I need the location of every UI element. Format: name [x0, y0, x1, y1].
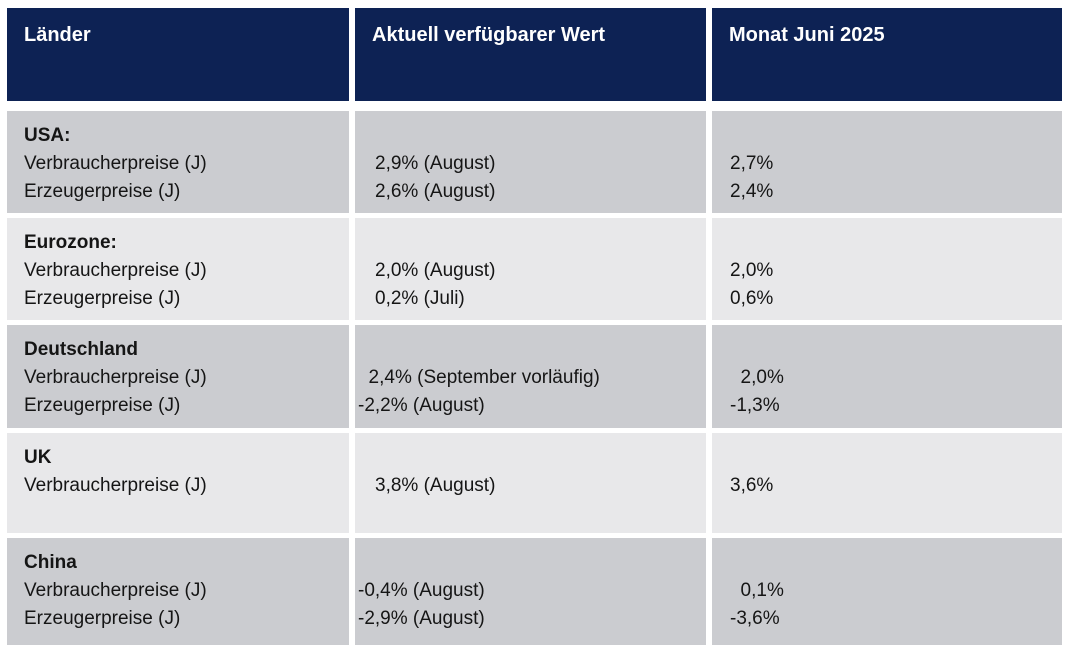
- spacer-line: [358, 549, 706, 577]
- value-line: 2,9% (August): [375, 153, 496, 174]
- spacer-line: [375, 229, 706, 257]
- header-cell-monat-juni: Monat Juni 2025: [712, 8, 1062, 101]
- value-line: 2,0% (August): [375, 260, 496, 281]
- value-line: 2,7%: [730, 153, 774, 174]
- value-line: 2,4% (September vorläufig): [358, 367, 600, 388]
- inflation-table: Länder Aktuell verfügbarer Wert Monat Ju…: [7, 8, 1062, 645]
- country-label: China: [24, 552, 77, 573]
- country-cell: Eurozone: Verbraucherpreise (J) Erzeuger…: [7, 218, 349, 320]
- metric-label: Verbraucherpreise (J): [24, 260, 207, 281]
- metric-label: [24, 500, 349, 528]
- country-cell: USA: Verbraucherpreise (J) Erzeugerpreis…: [7, 111, 349, 213]
- country-label: Eurozone:: [24, 232, 117, 253]
- spacer-line: [375, 444, 706, 472]
- value-line: 2,4%: [730, 181, 774, 202]
- spacer-line: [730, 122, 1062, 150]
- spacer-line: [358, 336, 706, 364]
- header-cell-aktueller-wert: Aktuell verfügbarer Wert: [355, 8, 706, 101]
- country-label: UK: [24, 447, 52, 468]
- spacer-line: [730, 549, 1062, 577]
- value-line: 2,6% (August): [375, 181, 496, 202]
- table-row-usa: USA: Verbraucherpreise (J) Erzeugerpreis…: [7, 111, 1062, 213]
- current-value-cell: 2,0% (August) 0,2% (Juli): [355, 218, 706, 320]
- june-value-cell: 2,0% -1,3%: [712, 325, 1062, 428]
- table-header-row: Länder Aktuell verfügbarer Wert Monat Ju…: [7, 8, 1062, 101]
- spacer-line: [730, 336, 1062, 364]
- value-line: [730, 500, 1062, 528]
- metric-label: Verbraucherpreise (J): [24, 153, 207, 174]
- value-line: -0,4% (August): [358, 580, 485, 601]
- value-line: 2,0%: [730, 260, 774, 281]
- metric-label: Verbraucherpreise (J): [24, 475, 207, 496]
- spacer-line: [730, 229, 1062, 257]
- header-cell-laender: Länder: [7, 8, 349, 101]
- table-row-eurozone: Eurozone: Verbraucherpreise (J) Erzeuger…: [7, 218, 1062, 320]
- country-cell: Deutschland Verbraucherpreise (J) Erzeug…: [7, 325, 349, 428]
- metric-label: Erzeugerpreise (J): [24, 395, 181, 416]
- value-line: 3,8% (August): [375, 475, 496, 496]
- current-value-cell: 3,8% (August): [355, 433, 706, 533]
- metric-label: Verbraucherpreise (J): [24, 367, 207, 388]
- country-label: Deutschland: [24, 339, 139, 360]
- table-row-deutschland: Deutschland Verbraucherpreise (J) Erzeug…: [7, 325, 1062, 428]
- value-line: 0,2% (Juli): [375, 288, 465, 309]
- table-row-china: China Verbraucherpreise (J) Erzeugerprei…: [7, 538, 1062, 645]
- value-line: 0,6%: [730, 288, 774, 309]
- value-line: -2,2% (August): [358, 395, 485, 416]
- june-value-cell: 2,7% 2,4%: [712, 111, 1062, 213]
- metric-label: Erzeugerpreise (J): [24, 608, 181, 629]
- value-line: -1,3%: [730, 395, 780, 416]
- june-value-cell: 2,0% 0,6%: [712, 218, 1062, 320]
- value-line: -2,9% (August): [358, 608, 485, 629]
- value-line: 2,0%: [730, 367, 784, 388]
- june-value-cell: 0,1% -3,6%: [712, 538, 1062, 645]
- spacer-line: [730, 444, 1062, 472]
- country-cell: UK Verbraucherpreise (J): [7, 433, 349, 533]
- metric-label: Verbraucherpreise (J): [24, 580, 207, 601]
- current-value-cell: 2,9% (August) 2,6% (August): [355, 111, 706, 213]
- spacer-line: [375, 122, 706, 150]
- metric-label: Erzeugerpreise (J): [24, 181, 181, 202]
- current-value-cell: 2,4% (September vorläufig) -2,2% (August…: [355, 325, 706, 428]
- value-line: 3,6%: [730, 475, 774, 496]
- value-line: 0,1%: [730, 580, 784, 601]
- june-value-cell: 3,6%: [712, 433, 1062, 533]
- current-value-cell: -0,4% (August) -2,9% (August): [355, 538, 706, 645]
- value-line: [375, 500, 706, 528]
- value-line: -3,6%: [730, 608, 780, 629]
- country-label: USA:: [24, 125, 71, 146]
- table-row-uk: UK Verbraucherpreise (J) 3,8% (August) 3…: [7, 433, 1062, 533]
- metric-label: Erzeugerpreise (J): [24, 288, 181, 309]
- country-cell: China Verbraucherpreise (J) Erzeugerprei…: [7, 538, 349, 645]
